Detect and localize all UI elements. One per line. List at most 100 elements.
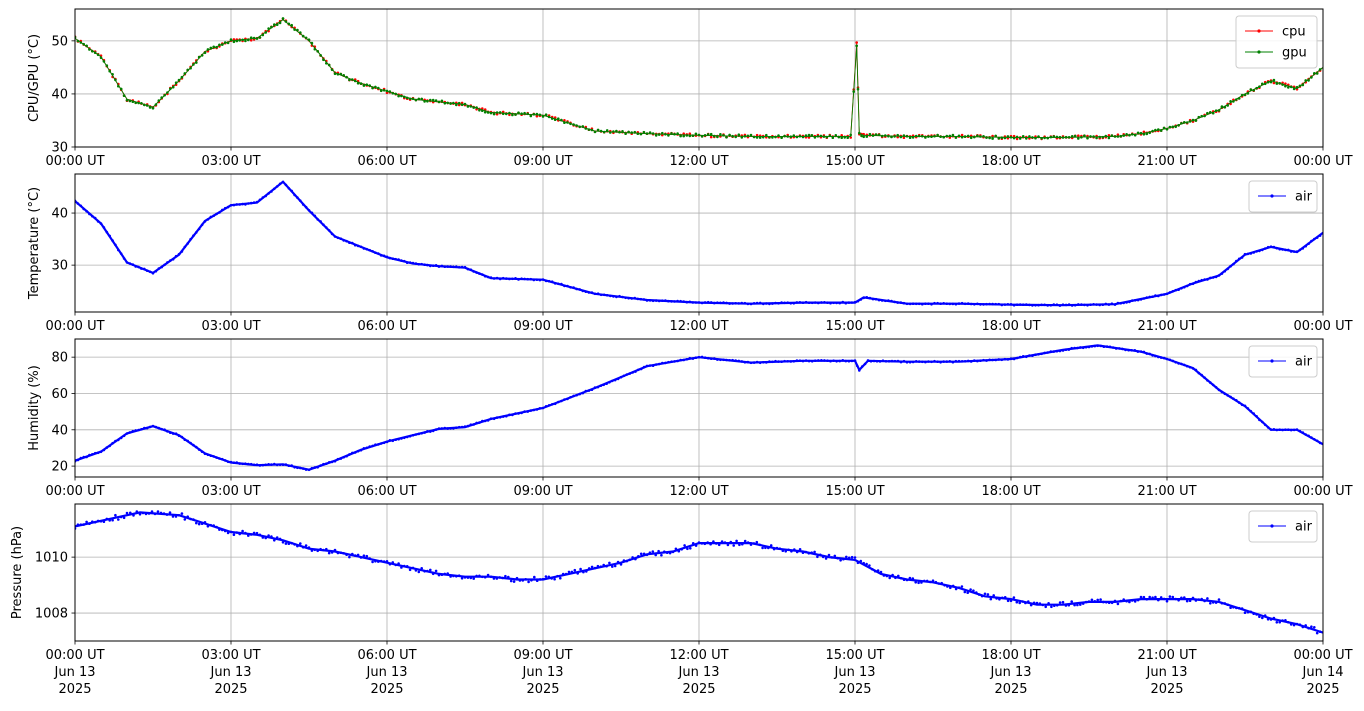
data-point bbox=[911, 136, 915, 139]
data-point bbox=[423, 431, 426, 434]
data-point bbox=[345, 454, 348, 458]
data-point bbox=[304, 205, 308, 209]
data-point bbox=[1041, 603, 1045, 607]
data-point bbox=[645, 299, 649, 302]
data-point bbox=[229, 204, 233, 207]
data-point bbox=[529, 277, 533, 281]
data-point bbox=[353, 243, 357, 247]
data-point bbox=[125, 432, 129, 435]
data-point bbox=[85, 209, 88, 213]
data-point bbox=[1040, 137, 1043, 140]
data-point bbox=[495, 416, 499, 419]
data-point bbox=[489, 276, 493, 279]
data-point bbox=[1077, 303, 1080, 306]
data-point bbox=[129, 511, 132, 515]
data-point bbox=[457, 101, 461, 105]
data-point bbox=[85, 455, 88, 459]
data-point bbox=[654, 553, 657, 557]
data-point bbox=[1258, 249, 1261, 253]
data-point bbox=[547, 404, 551, 407]
x-tick-label: 18:00 UT bbox=[981, 484, 1040, 499]
data-point bbox=[581, 289, 585, 293]
data-point bbox=[972, 589, 975, 592]
data-point bbox=[293, 466, 296, 469]
data-point bbox=[249, 39, 253, 42]
data-point bbox=[966, 591, 969, 594]
data-point bbox=[804, 550, 808, 554]
data-point bbox=[1284, 82, 1287, 85]
data-point bbox=[943, 584, 946, 587]
data-point bbox=[397, 94, 400, 98]
data-point bbox=[1050, 605, 1053, 609]
data-point bbox=[1119, 599, 1123, 603]
data-point bbox=[722, 301, 725, 304]
data-point bbox=[1031, 304, 1034, 307]
data-point bbox=[878, 360, 882, 363]
data-point bbox=[569, 286, 572, 289]
data-point bbox=[1232, 397, 1235, 401]
data-point bbox=[1043, 351, 1046, 355]
series-markers-gpu bbox=[75, 17, 1322, 140]
data-point bbox=[1107, 136, 1111, 140]
x-tick-label: 18:00 UT bbox=[981, 154, 1040, 169]
data-point bbox=[180, 512, 184, 515]
data-point bbox=[1119, 302, 1123, 305]
data-point bbox=[154, 425, 158, 429]
data-point bbox=[365, 247, 369, 251]
data-point bbox=[1211, 111, 1215, 115]
data-point bbox=[501, 576, 504, 580]
data-point bbox=[1151, 129, 1154, 133]
data-point bbox=[278, 537, 282, 541]
data-point bbox=[327, 63, 331, 67]
data-point bbox=[590, 128, 594, 132]
series-line-air bbox=[75, 344, 1323, 471]
data-point bbox=[1275, 428, 1279, 432]
data-point bbox=[351, 451, 354, 455]
data-point bbox=[520, 112, 523, 115]
data-point bbox=[774, 135, 777, 139]
data-point bbox=[1289, 428, 1293, 432]
data-point bbox=[371, 444, 374, 448]
data-point bbox=[379, 559, 383, 563]
data-point bbox=[1105, 345, 1109, 348]
data-point bbox=[140, 428, 143, 431]
data-point bbox=[1223, 270, 1227, 273]
data-point bbox=[937, 582, 941, 585]
data-point bbox=[76, 523, 80, 526]
data-point bbox=[391, 257, 395, 261]
data-point bbox=[1171, 290, 1175, 293]
x-tick-label: 00:00 UT bbox=[45, 154, 104, 169]
data-point bbox=[871, 297, 875, 301]
data-point bbox=[575, 287, 578, 291]
data-point bbox=[624, 296, 627, 300]
data-point bbox=[1000, 358, 1004, 362]
data-point bbox=[1067, 136, 1071, 139]
data-point bbox=[957, 134, 961, 138]
data-point bbox=[725, 136, 728, 139]
data-point bbox=[379, 442, 383, 445]
data-point bbox=[593, 292, 597, 296]
data-point bbox=[316, 50, 320, 53]
data-point bbox=[514, 277, 517, 280]
data-point bbox=[778, 547, 782, 550]
data-point bbox=[397, 258, 400, 261]
data-point bbox=[1269, 245, 1273, 248]
x-tick-label: 03:00 UT bbox=[201, 648, 260, 663]
data-point bbox=[1197, 115, 1201, 119]
data-point bbox=[1067, 348, 1071, 351]
data-point bbox=[463, 265, 467, 269]
data-point bbox=[553, 577, 556, 581]
data-point bbox=[249, 533, 253, 536]
data-point bbox=[316, 466, 320, 469]
data-point bbox=[921, 360, 924, 364]
data-point bbox=[1220, 390, 1224, 394]
data-point bbox=[1263, 423, 1267, 427]
data-point bbox=[195, 231, 198, 234]
data-point bbox=[111, 73, 114, 76]
x-tick-label: 03:00 UT bbox=[201, 319, 260, 334]
x-tick-label: 00:00 UT bbox=[1293, 648, 1352, 663]
data-point bbox=[478, 272, 481, 275]
data-point bbox=[273, 539, 276, 542]
data-point bbox=[855, 41, 858, 44]
legend-box bbox=[1248, 510, 1318, 543]
